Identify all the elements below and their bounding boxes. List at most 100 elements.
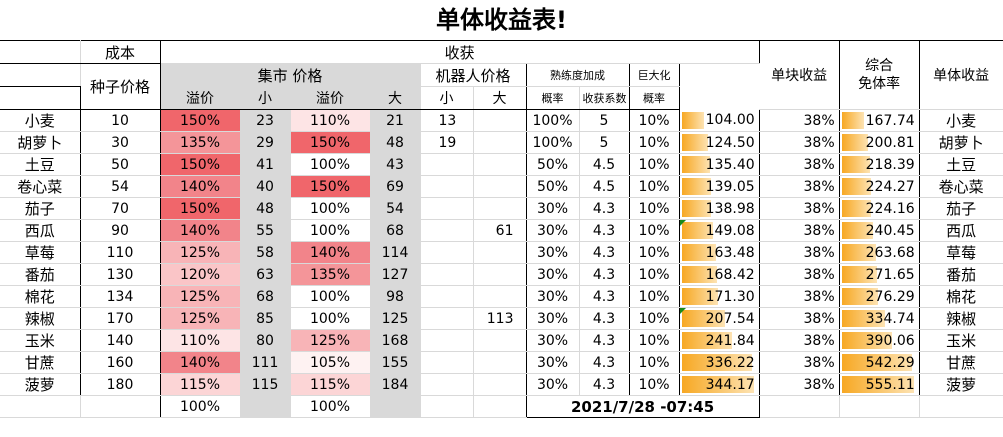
proficiency-prob: 30%	[526, 197, 580, 220]
data-bar	[841, 156, 870, 173]
crop-name-right: 棉花	[919, 285, 1003, 308]
premium-large: 140%	[290, 241, 371, 264]
table-row[interactable]: 菠萝 180 115% 115 115% 184 30% 4.3 10% 344.17 38% 555…	[0, 373, 1003, 396]
data-bar	[681, 310, 725, 327]
single-profit-header: 单体收益	[919, 40, 1003, 110]
market-small: 63	[240, 263, 291, 286]
robot-large	[473, 373, 527, 396]
data-bar	[841, 288, 878, 305]
exempt-rate: 38%	[759, 373, 840, 396]
robot-large: 61	[473, 219, 527, 242]
proficiency-prob: 50%	[526, 153, 580, 176]
robot-large: 113	[473, 307, 527, 330]
table-row[interactable]: 甘蔗 160 140% 111 105% 155 30% 4.3 10% 336.22 38% 542…	[0, 351, 1003, 374]
unit-profit: 149.08	[679, 219, 760, 242]
premium-large: 150%	[290, 175, 371, 198]
robot-small: 13	[419, 109, 474, 132]
giant-prob-header: 概率	[629, 86, 680, 110]
table-row[interactable]: 胡萝卜 30 135% 29 150% 48 19 100% 5 10% 124.50 38% 200.…	[0, 131, 1003, 154]
giant-header: 巨大化	[629, 63, 680, 87]
data-bar	[681, 111, 704, 129]
harvest-coef: 4.3	[579, 373, 630, 396]
table-row[interactable]: 西瓜 90 140% 55 100% 68 61 30% 4.3 10% 149.08 38% 240.…	[0, 219, 1003, 242]
proficiency-prob: 30%	[526, 241, 580, 264]
crop-name: 菠萝	[0, 373, 81, 396]
data-bar	[841, 310, 885, 327]
data-bar	[681, 376, 754, 393]
table-row[interactable]: 小麦 10 150% 23 110% 21 13 100% 5 10% 104.00 38% 167.7…	[0, 109, 1003, 132]
giant-prob: 10%	[629, 197, 680, 220]
crop-name: 茄子	[0, 197, 81, 220]
market-small: 115	[240, 373, 291, 396]
market-small: 68	[240, 285, 291, 308]
table-row[interactable]: 土豆 50 150% 41 100% 43 50% 4.5 10% 135.40 38% 218.39…	[0, 153, 1003, 176]
robot-large	[473, 131, 527, 154]
single-profit: 271.65	[839, 263, 920, 286]
seed-price: 70	[80, 197, 161, 220]
table-row[interactable]: 辣椒 170 125% 85 100% 125 113 30% 4.3 10% 207.54 38% 3…	[0, 307, 1003, 330]
data-bar	[841, 244, 876, 261]
market-large: 114	[370, 241, 421, 264]
proficiency-prob: 30%	[526, 219, 580, 242]
crop-name-right: 菠萝	[919, 373, 1003, 396]
robot-small	[419, 373, 474, 396]
footer-premium-large: 100%	[290, 395, 371, 418]
seed-price: 90	[80, 219, 161, 242]
unit-profit: 336.22	[679, 351, 760, 374]
seed-price-header: 种子价格	[79, 63, 161, 110]
premium-small: 125%	[160, 241, 241, 264]
large-header: 大	[370, 86, 421, 110]
sheet-title: 单体收益表!	[436, 6, 567, 34]
crop-name: 草莓	[0, 241, 81, 264]
harvest-coef-header: 收获系数	[579, 86, 630, 110]
crop-name: 卷心菜	[0, 175, 81, 198]
premium-large: 100%	[290, 307, 371, 330]
harvest-coef: 5	[579, 109, 630, 132]
single-profit: 390.06	[839, 329, 920, 352]
crop-name-right: 番茄	[919, 263, 1003, 286]
table-row[interactable]: 茄子 70 150% 48 100% 54 30% 4.3 10% 138.98 38% 224.16…	[0, 197, 1003, 220]
market-small: 80	[240, 329, 291, 352]
crop-name: 玉米	[0, 329, 81, 352]
premium-small: 115%	[160, 373, 241, 396]
exempt-rate: 38%	[759, 285, 840, 308]
harvest-coef: 4.3	[579, 219, 630, 242]
unit-profit: 168.42	[679, 263, 760, 286]
exempt-rate: 38%	[759, 329, 840, 352]
table-row[interactable]: 卷心菜 54 140% 40 150% 69 50% 4.5 10% 139.05 38% 224.2…	[0, 175, 1003, 198]
giant-prob: 10%	[629, 153, 680, 176]
harvest-coef: 4.3	[579, 285, 630, 308]
premium-small: 125%	[160, 307, 241, 330]
robot-small	[419, 153, 474, 176]
table-row[interactable]: 番茄 130 120% 63 135% 127 30% 4.3 10% 168.42 38% 271.…	[0, 263, 1003, 286]
seed-price: 110	[80, 241, 161, 264]
exempt-rate: 38%	[759, 109, 840, 132]
premium-small: 140%	[160, 175, 241, 198]
crop-name: 胡萝卜	[0, 131, 81, 154]
single-profit: 167.74	[839, 109, 920, 132]
table-row[interactable]: 玉米 140 110% 80 125% 168 30% 4.3 10% 241.84 38% 390.…	[0, 329, 1003, 352]
premium-large: 125%	[290, 329, 371, 352]
table-row[interactable]: 棉花 134 125% 68 100% 98 30% 4.3 10% 171.30 38% 276.2…	[0, 285, 1003, 308]
premium-small: 150%	[160, 197, 241, 220]
data-bar	[681, 200, 711, 217]
harvest-coef: 5	[579, 131, 630, 154]
robot-small	[419, 351, 474, 374]
premium-large: 115%	[290, 373, 371, 396]
harvest-coef: 4.3	[579, 241, 630, 264]
market-small: 41	[240, 153, 291, 176]
robot-small	[419, 285, 474, 308]
comment-marker-icon	[679, 308, 686, 314]
footer-blank	[839, 395, 920, 418]
footer-blank	[80, 395, 161, 418]
robot-large	[473, 351, 527, 374]
table-row[interactable]: 草莓 110 125% 58 140% 114 30% 4.3 10% 163.48 38% 263.…	[0, 241, 1003, 264]
market-small: 40	[240, 175, 291, 198]
market-small: 23	[240, 109, 291, 132]
seed-price: 130	[80, 263, 161, 286]
harvest-header: 收获	[160, 40, 760, 64]
market-large: 69	[370, 175, 421, 198]
harvest-coef: 4.3	[579, 351, 630, 374]
giant-prob: 10%	[629, 351, 680, 374]
robot-small	[419, 263, 474, 286]
